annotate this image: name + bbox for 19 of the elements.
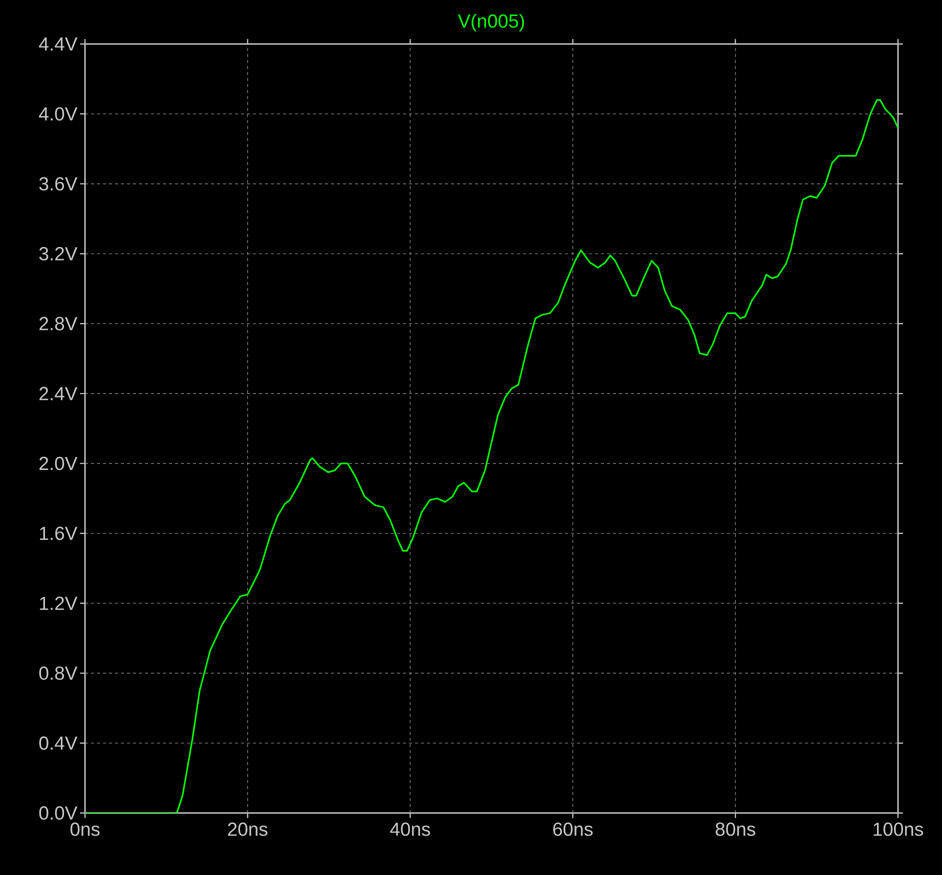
y-tick-label: 4.4V xyxy=(38,37,78,51)
y-tick-label: 0.8V xyxy=(39,666,78,680)
x-tick-label: 20ns xyxy=(228,822,268,836)
y-tick-label: 1.6V xyxy=(40,526,78,540)
y-tick-label: 3.6V xyxy=(39,177,78,191)
y-tick-label: 2.4V xyxy=(39,386,78,400)
chart-title: V(n005) xyxy=(458,14,524,32)
x-tick-label: 0ns xyxy=(70,822,100,836)
x-tick-label: 100ns xyxy=(874,822,924,836)
x-tick-label: 80ns xyxy=(716,822,756,836)
y-tick-label: 3.2V xyxy=(39,247,78,260)
y-tick-label: 2.0V xyxy=(39,456,78,470)
y-tick-label: 1.2V xyxy=(40,596,78,610)
y-tick-label: 0.0V xyxy=(39,806,78,820)
y-tick-label: 4.0V xyxy=(38,107,78,121)
y-tick-label: 2.8V xyxy=(39,316,78,330)
x-tick-label: 40ns xyxy=(390,822,430,836)
x-tick-label: 60ns xyxy=(553,822,593,836)
y-tick-label: 0.4V xyxy=(39,736,78,750)
